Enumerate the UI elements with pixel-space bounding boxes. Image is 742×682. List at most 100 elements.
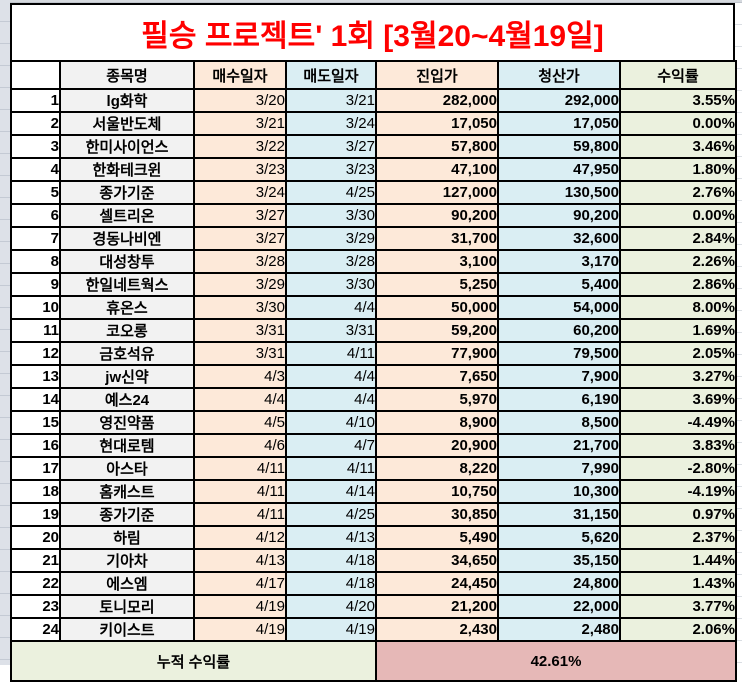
buy-date[interactable]: 4/13 (193, 548, 287, 573)
entry-price[interactable]: 24,450 (375, 571, 499, 596)
buy-date[interactable]: 4/12 (193, 525, 287, 550)
entry-price[interactable]: 30,850 (375, 502, 499, 527)
header-rownum-blank[interactable] (10, 60, 61, 90)
header-buy-date[interactable]: 매수일자 (193, 60, 287, 90)
exit-price[interactable]: 59,800 (497, 134, 621, 159)
stock-name[interactable]: 금호석유 (59, 341, 195, 366)
return-rate[interactable]: -4.49% (619, 410, 737, 435)
return-rate[interactable]: 1.44% (619, 548, 737, 573)
exit-price[interactable]: 7,900 (497, 364, 621, 389)
row-number[interactable]: 22 (10, 571, 61, 596)
buy-date[interactable]: 3/29 (193, 272, 287, 297)
cumulative-return-value[interactable]: 42.61% (375, 640, 737, 682)
exit-price[interactable]: 32,600 (497, 226, 621, 251)
entry-price[interactable]: 57,800 (375, 134, 499, 159)
entry-price[interactable]: 5,490 (375, 525, 499, 550)
stock-name[interactable]: 홈캐스트 (59, 479, 195, 504)
sell-date[interactable]: 4/11 (285, 456, 377, 481)
buy-date[interactable]: 4/17 (193, 571, 287, 596)
exit-price[interactable]: 47,950 (497, 157, 621, 182)
entry-price[interactable]: 5,970 (375, 387, 499, 412)
exit-price[interactable]: 7,990 (497, 456, 621, 481)
stock-name[interactable]: 대성창투 (59, 249, 195, 274)
exit-price[interactable]: 17,050 (497, 111, 621, 136)
stock-name[interactable]: 코오롱 (59, 318, 195, 343)
row-number[interactable]: 11 (10, 318, 61, 343)
return-rate[interactable]: 1.80% (619, 157, 737, 182)
stock-name[interactable]: 예스24 (59, 387, 195, 412)
row-number[interactable]: 20 (10, 525, 61, 550)
sell-date[interactable]: 3/21 (285, 88, 377, 113)
row-number[interactable]: 12 (10, 341, 61, 366)
entry-price[interactable]: 17,050 (375, 111, 499, 136)
entry-price[interactable]: 5,250 (375, 272, 499, 297)
exit-price[interactable]: 60,200 (497, 318, 621, 343)
entry-price[interactable]: 8,220 (375, 456, 499, 481)
sell-date[interactable]: 4/13 (285, 525, 377, 550)
return-rate[interactable]: 3.55% (619, 88, 737, 113)
return-rate[interactable]: 3.69% (619, 387, 737, 412)
exit-price[interactable]: 5,400 (497, 272, 621, 297)
row-number[interactable]: 13 (10, 364, 61, 389)
stock-name[interactable]: 에스엠 (59, 571, 195, 596)
exit-price[interactable]: 130,500 (497, 180, 621, 205)
stock-name[interactable]: 휴온스 (59, 295, 195, 320)
entry-price[interactable]: 3,100 (375, 249, 499, 274)
row-number[interactable]: 14 (10, 387, 61, 412)
entry-price[interactable]: 34,650 (375, 548, 499, 573)
row-number[interactable]: 16 (10, 433, 61, 458)
row-number[interactable]: 23 (10, 594, 61, 619)
sell-date[interactable]: 4/18 (285, 548, 377, 573)
row-number[interactable]: 7 (10, 226, 61, 251)
stock-name[interactable]: 키이스트 (59, 617, 195, 642)
stock-name[interactable]: 종가기준 (59, 502, 195, 527)
sell-date[interactable]: 4/7 (285, 433, 377, 458)
sell-date[interactable]: 4/4 (285, 387, 377, 412)
sell-date[interactable]: 4/14 (285, 479, 377, 504)
row-number[interactable]: 3 (10, 134, 61, 159)
row-number[interactable]: 17 (10, 456, 61, 481)
exit-price[interactable]: 79,500 (497, 341, 621, 366)
entry-price[interactable]: 127,000 (375, 180, 499, 205)
entry-price[interactable]: 10,750 (375, 479, 499, 504)
entry-price[interactable]: 21,200 (375, 594, 499, 619)
exit-price[interactable]: 21,700 (497, 433, 621, 458)
stock-name[interactable]: 한화테크윈 (59, 157, 195, 182)
entry-price[interactable]: 20,900 (375, 433, 499, 458)
buy-date[interactable]: 4/5 (193, 410, 287, 435)
exit-price[interactable]: 31,150 (497, 502, 621, 527)
return-rate[interactable]: 0.00% (619, 111, 737, 136)
return-rate[interactable]: 2.06% (619, 617, 737, 642)
entry-price[interactable]: 77,900 (375, 341, 499, 366)
return-rate[interactable]: 3.46% (619, 134, 737, 159)
row-number[interactable]: 19 (10, 502, 61, 527)
stock-name[interactable]: lg화학 (59, 88, 195, 113)
exit-price[interactable]: 8,500 (497, 410, 621, 435)
entry-price[interactable]: 282,000 (375, 88, 499, 113)
sell-date[interactable]: 3/29 (285, 226, 377, 251)
buy-date[interactable]: 3/20 (193, 88, 287, 113)
row-number[interactable]: 15 (10, 410, 61, 435)
return-rate[interactable]: 1.43% (619, 571, 737, 596)
entry-price[interactable]: 31,700 (375, 226, 499, 251)
stock-name[interactable]: 경동나비엔 (59, 226, 195, 251)
exit-price[interactable]: 3,170 (497, 249, 621, 274)
return-rate[interactable]: 0.00% (619, 203, 737, 228)
sell-date[interactable]: 4/18 (285, 571, 377, 596)
sell-date[interactable]: 4/19 (285, 617, 377, 642)
buy-date[interactable]: 4/4 (193, 387, 287, 412)
sell-date[interactable]: 4/20 (285, 594, 377, 619)
sell-date[interactable]: 3/27 (285, 134, 377, 159)
row-number[interactable]: 9 (10, 272, 61, 297)
entry-price[interactable]: 50,000 (375, 295, 499, 320)
buy-date[interactable]: 3/27 (193, 226, 287, 251)
title-cell[interactable]: 필승 프로젝트' 1회 [3월20~4월19일] (10, 3, 735, 60)
buy-date[interactable]: 4/3 (193, 364, 287, 389)
sell-date[interactable]: 3/28 (285, 249, 377, 274)
sell-date[interactable]: 4/4 (285, 295, 377, 320)
stock-name[interactable]: 한일네트웍스 (59, 272, 195, 297)
buy-date[interactable]: 4/11 (193, 502, 287, 527)
return-rate[interactable]: 2.26% (619, 249, 737, 274)
sell-date[interactable]: 4/11 (285, 341, 377, 366)
return-rate[interactable]: 2.37% (619, 525, 737, 550)
